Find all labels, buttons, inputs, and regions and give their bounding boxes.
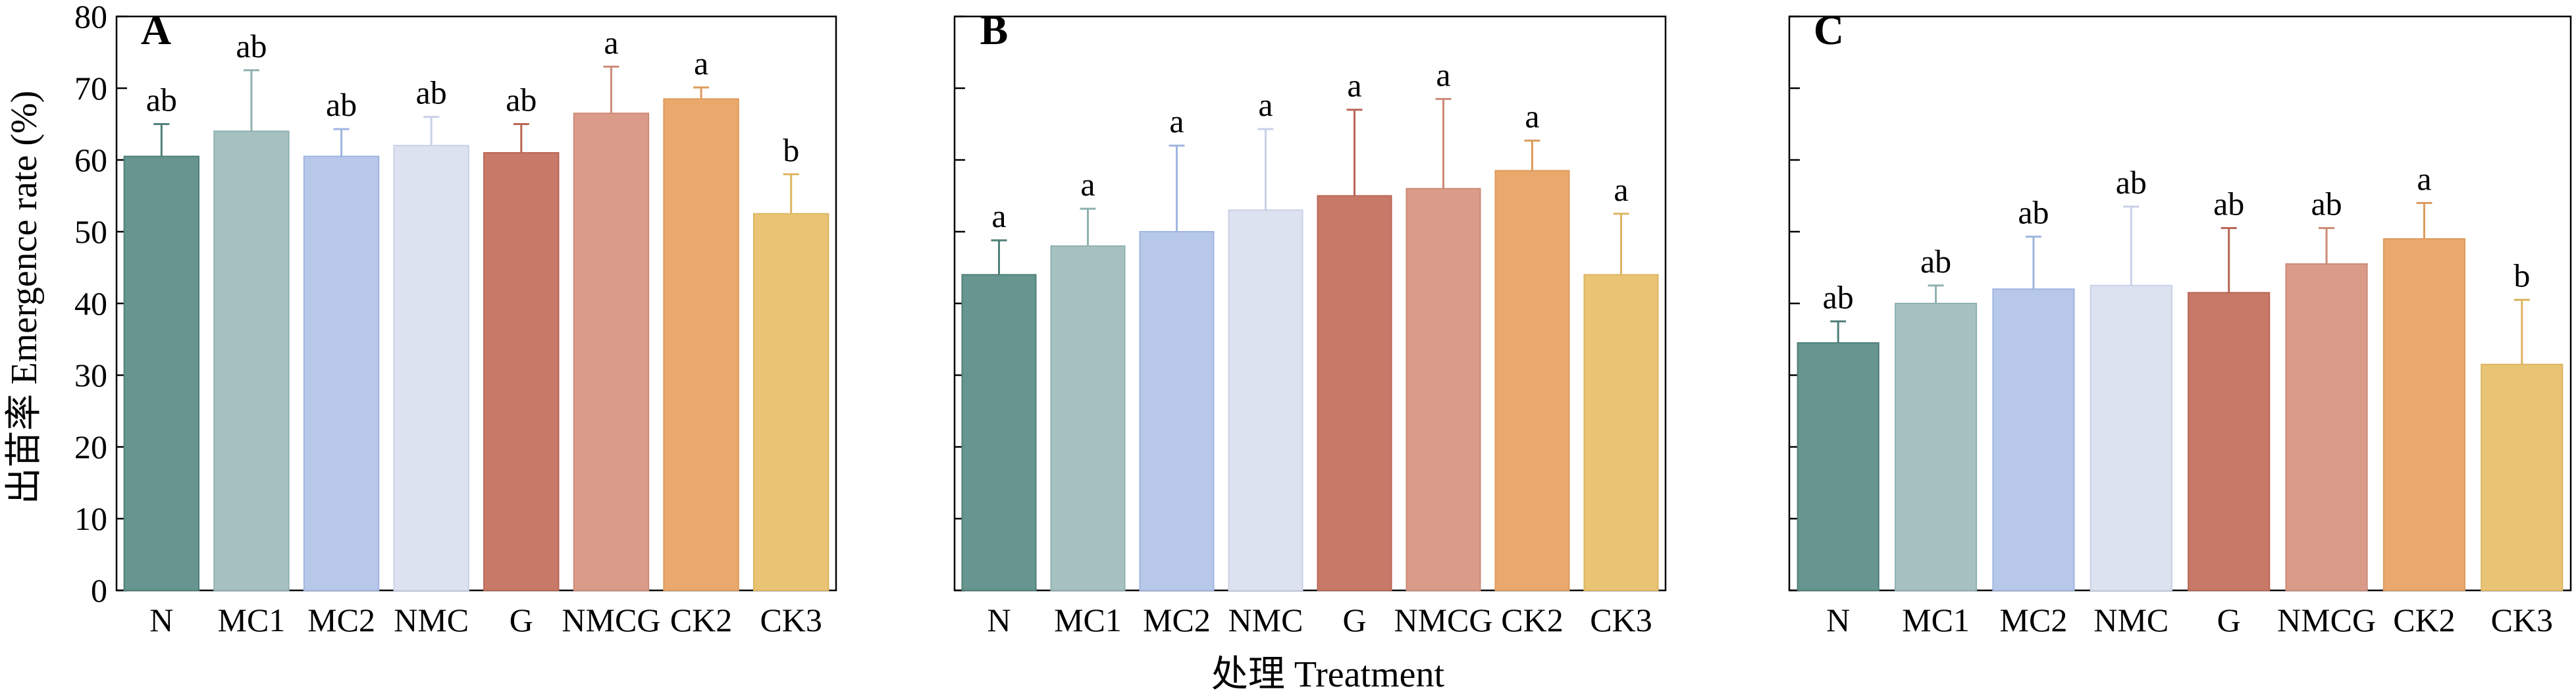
significance-letter: a — [1169, 103, 1184, 140]
significance-letter: ab — [2311, 186, 2342, 222]
significance-letter: a — [1347, 67, 1361, 104]
x-tick-label: G — [510, 602, 533, 638]
panel-letter: B — [980, 7, 1009, 53]
x-tick-label: CK2 — [670, 602, 732, 638]
x-tick-label: N — [149, 602, 173, 638]
significance-letter: ab — [506, 82, 537, 118]
significance-letter: ab — [146, 82, 177, 118]
panel-letter: A — [141, 7, 171, 53]
significance-letter: a — [694, 45, 708, 82]
x-tick-label: CK3 — [1590, 602, 1652, 638]
bar-ck3 — [2481, 363, 2563, 592]
significance-letter: a — [991, 197, 1006, 234]
significance-letter: ab — [236, 28, 267, 65]
bar-g — [1317, 195, 1392, 591]
bar-mc1 — [213, 130, 290, 591]
bar-nmc — [2090, 284, 2172, 591]
bar-mc1 — [1050, 245, 1126, 591]
y-tick-label: 70 — [74, 70, 107, 107]
significance-letter: a — [1436, 56, 1450, 93]
x-tick-label: MC1 — [1054, 602, 1122, 638]
significance-letter: ab — [2213, 186, 2244, 222]
significance-letter: a — [1614, 171, 1628, 208]
x-tick-label: MC1 — [218, 602, 286, 638]
y-tick-label: 40 — [74, 285, 107, 322]
x-tick-label: NMCG — [2277, 602, 2376, 638]
significance-letter: ab — [416, 74, 447, 111]
bar-ck3 — [752, 213, 829, 591]
x-axis-label: 处理 Treatment — [1211, 654, 1445, 695]
bar-n — [1797, 342, 1879, 591]
significance-letter: ab — [2116, 164, 2147, 201]
panel-letter: C — [1814, 7, 1844, 53]
y-tick-label: 80 — [74, 0, 107, 35]
significance-letter: ab — [1920, 243, 1951, 280]
y-tick-label: 0 — [91, 572, 107, 609]
bar-ck2 — [663, 98, 739, 592]
x-tick-label: MC2 — [2000, 602, 2068, 638]
chart-panel-c: Cab Nab MC1 ab MC2 ab NMC ab Gab NMCG a CK2 b CK3 — [1788, 7, 2572, 638]
bar-nmcg — [2285, 263, 2368, 591]
x-tick-label: G — [2217, 602, 2241, 638]
significance-letter: a — [1258, 86, 1273, 123]
x-tick-label: CK3 — [2491, 602, 2553, 638]
bar-n — [123, 155, 200, 592]
x-tick-label: N — [987, 602, 1011, 638]
bar-ck3 — [1583, 274, 1659, 591]
y-tick-label: 60 — [74, 142, 107, 178]
bar-nmcg — [1406, 188, 1481, 592]
significance-letter: a — [1525, 98, 1539, 135]
x-tick-label: CK2 — [1501, 602, 1563, 638]
x-tick-label: CK2 — [2393, 602, 2455, 638]
significance-letter: a — [604, 24, 618, 61]
x-tick-label: N — [1826, 602, 1850, 638]
bar-mc1 — [1894, 303, 1978, 591]
significance-letter: b — [783, 132, 799, 168]
y-tick-label: 10 — [74, 500, 107, 537]
bar-ck2 — [2382, 238, 2466, 591]
x-tick-label: NMC — [1228, 602, 1303, 638]
bar-nmcg — [573, 113, 650, 591]
significance-letter: a — [1080, 166, 1095, 203]
x-tick-label: NMC — [394, 602, 469, 638]
bar-nmc — [1228, 209, 1303, 591]
bar-mc2 — [1139, 231, 1215, 591]
y-tick-label: 30 — [74, 357, 107, 394]
significance-letter: b — [2513, 257, 2530, 294]
x-tick-label: CK3 — [760, 602, 822, 638]
significance-letter: ab — [1823, 278, 1854, 315]
x-tick-label: G — [1342, 602, 1366, 638]
x-tick-label: MC1 — [1902, 602, 1970, 638]
bar-mc2 — [303, 155, 380, 592]
chart-panel-b: Ba Na MC1 a MC2 a NMC a Ga NMCG a CK2 a CK3 — [953, 7, 1667, 638]
bar-mc2 — [1992, 288, 2075, 591]
x-tick-label: MC2 — [1143, 602, 1211, 638]
significance-letter: ab — [326, 86, 357, 123]
y-axis-label: 出苗率 Emergence rate (%) — [4, 91, 45, 505]
bar-g — [2188, 292, 2271, 591]
significance-letter: a — [2417, 160, 2431, 197]
x-tick-label: NMC — [2093, 602, 2169, 638]
bar-ck2 — [1494, 170, 1570, 592]
bar-nmc — [393, 145, 469, 591]
y-tick-label: 20 — [74, 428, 107, 465]
x-tick-label: NMCG — [562, 602, 660, 638]
bar-g — [483, 152, 560, 592]
x-tick-label: NMCG — [1394, 602, 1492, 638]
x-tick-label: MC2 — [307, 602, 375, 638]
significance-letter: ab — [2018, 194, 2049, 231]
bar-n — [961, 274, 1037, 591]
y-tick-label: 50 — [74, 213, 107, 250]
